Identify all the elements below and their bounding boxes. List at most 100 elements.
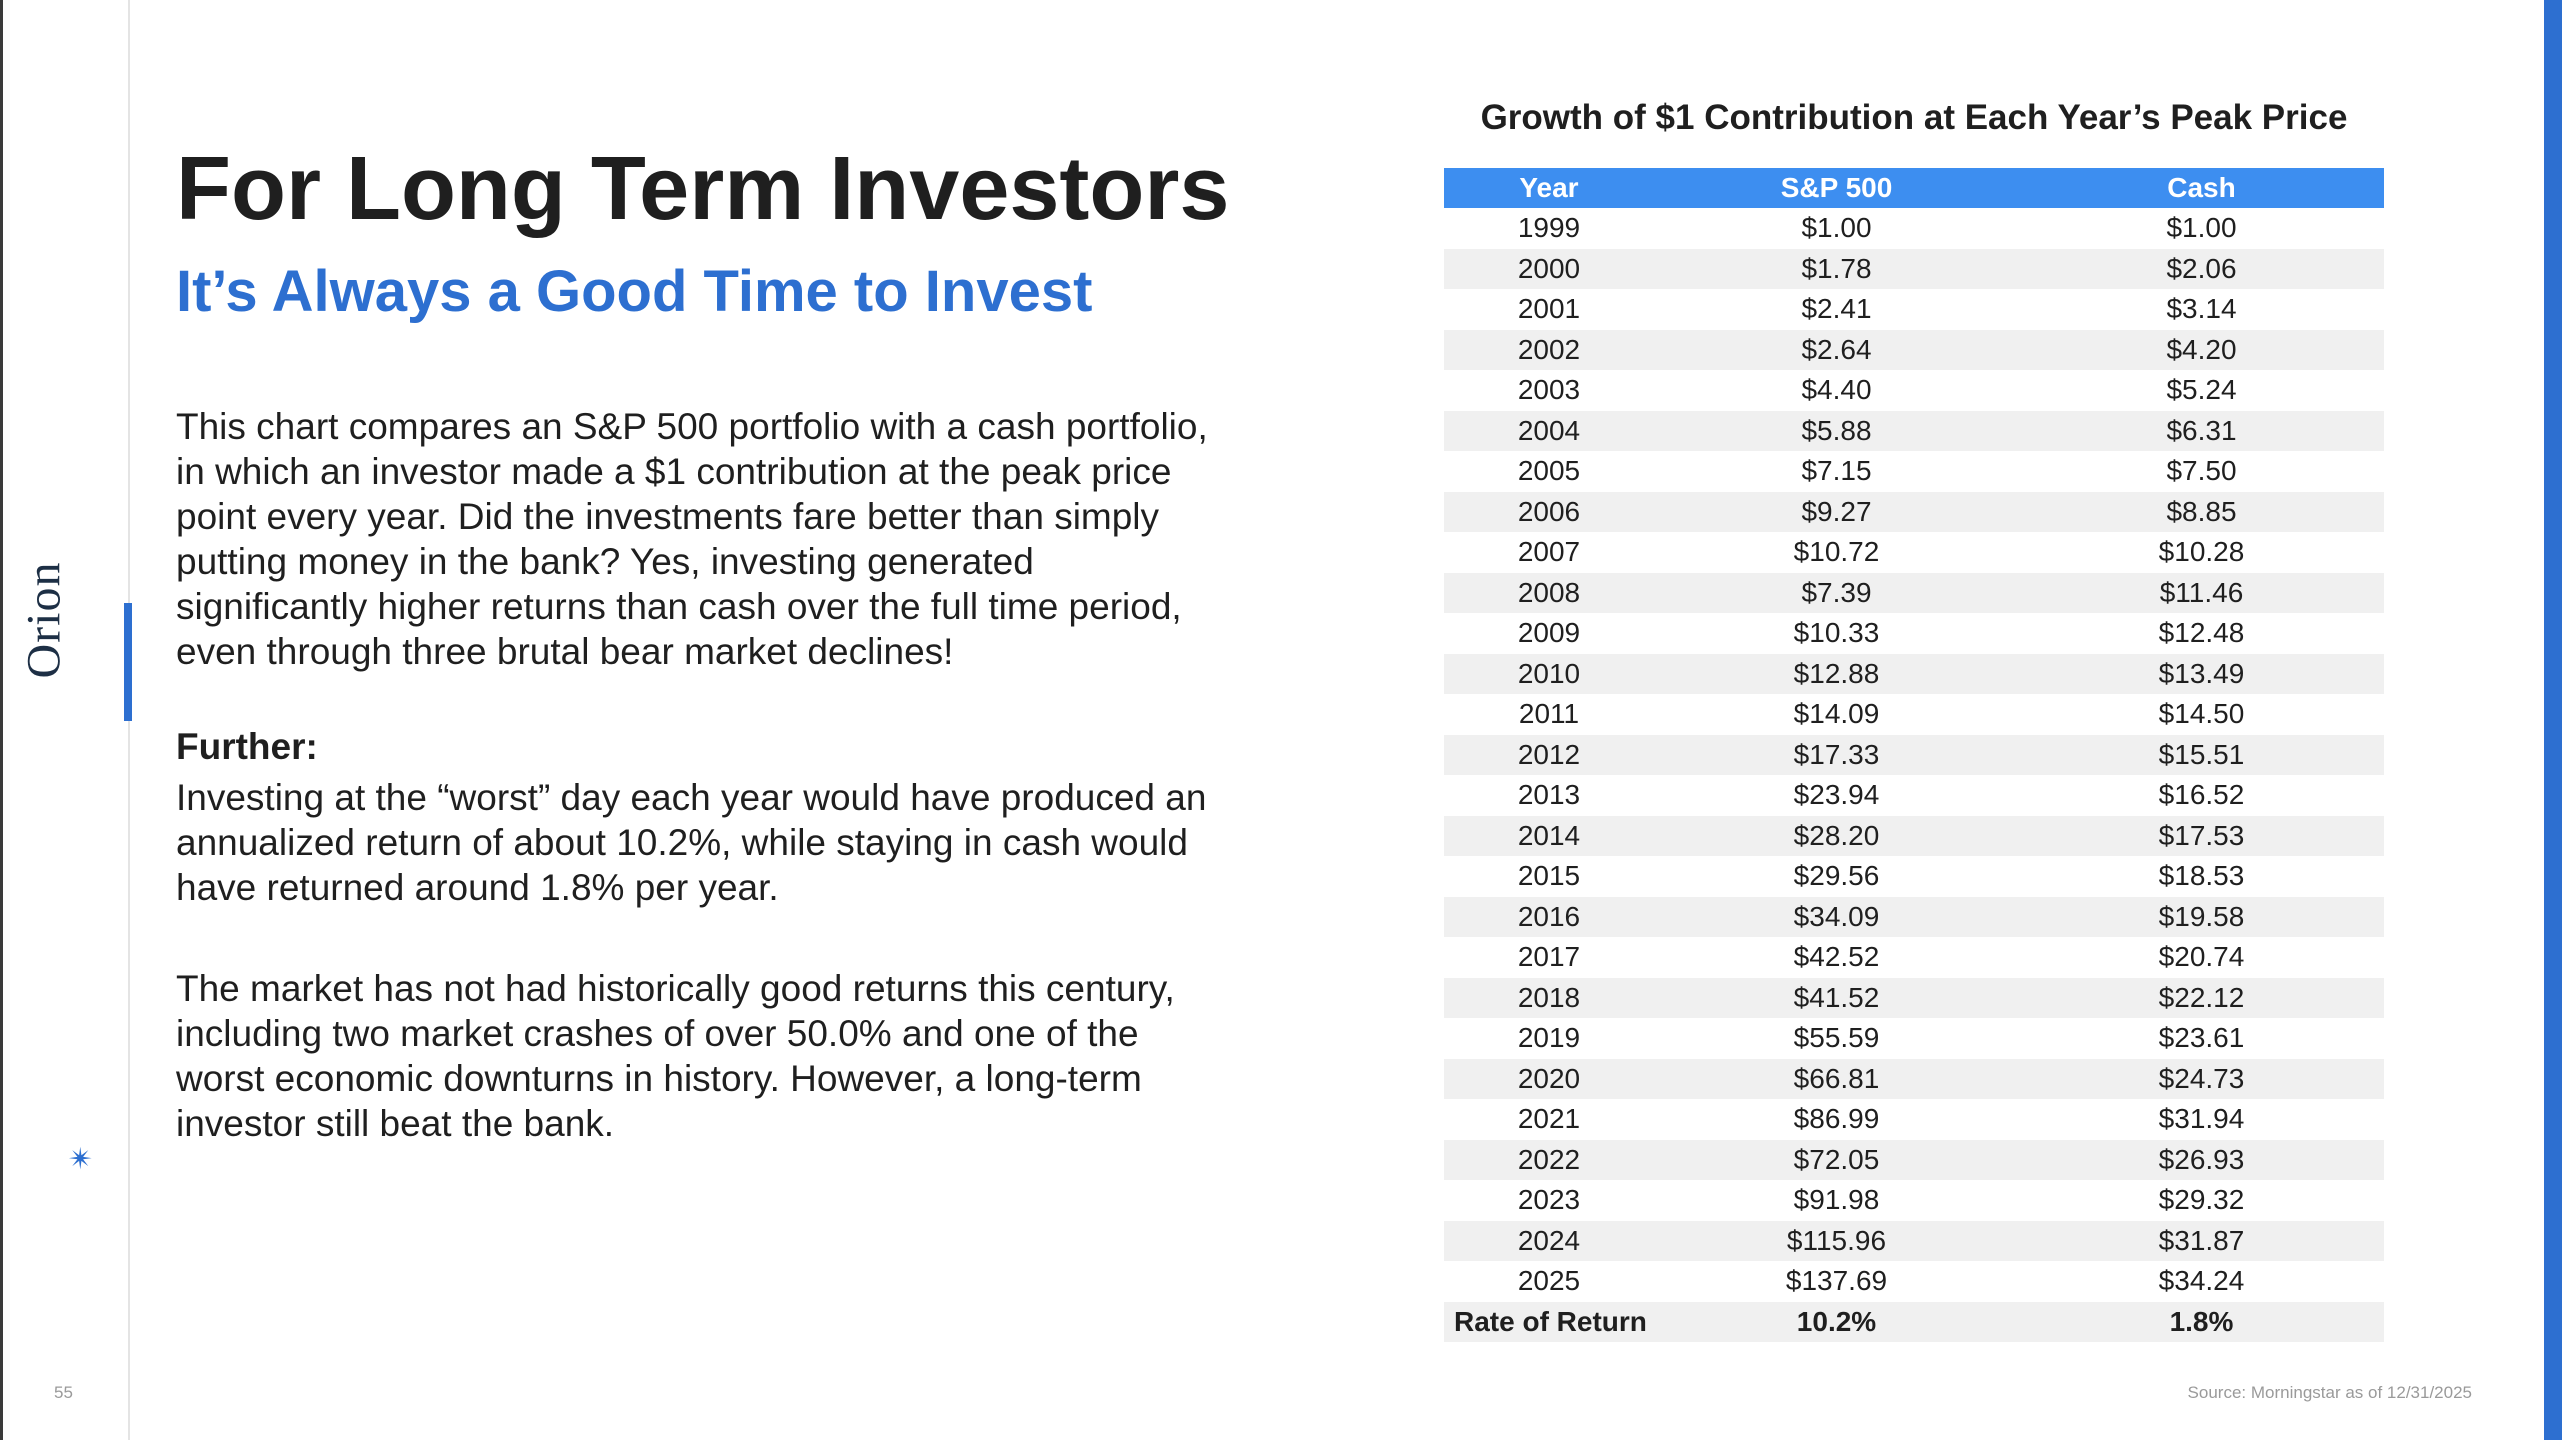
table-row: 2018 $41.52 $22.12 [1444,977,2384,1018]
cell-sp500: $66.81 [1654,1058,2019,1099]
cell-sp500: $5.88 [1654,410,2019,451]
table-row: 2011 $14.09 $14.50 [1444,694,2384,735]
star-icon: ✴ [68,1143,94,1176]
cell-sp500: $1.00 [1654,208,2019,249]
cell-year: 2004 [1444,410,1654,451]
cell-cash: $4.20 [2019,329,2384,370]
cell-year: 2007 [1444,532,1654,573]
cell-sp500: $55.59 [1654,1018,2019,1059]
cell-year: 2013 [1444,775,1654,816]
cell-cash: $24.73 [2019,1058,2384,1099]
table-row: 2013 $23.94 $16.52 [1444,775,2384,816]
cell-cash: $20.74 [2019,937,2384,978]
cell-year: 2011 [1444,694,1654,735]
growth-table: Year S&P 500 Cash 1999 $1.00 $1.00 2000 $1.7… [1444,168,2384,1342]
cell-year: 2019 [1444,1018,1654,1059]
table-row: 2023 $91.98 $29.32 [1444,1180,2384,1221]
cell-sp500: $7.39 [1654,572,2019,613]
cell-year: 2009 [1444,613,1654,654]
further-paragraph: Investing at the “worst” day each year w… [176,777,1207,908]
cell-sp500: $137.69 [1654,1261,2019,1302]
cell-sp500: $23.94 [1654,775,2019,816]
table-row: 2021 $86.99 $31.94 [1444,1099,2384,1140]
cell-year: 2005 [1444,451,1654,492]
cell-year: 2024 [1444,1220,1654,1261]
table-row: 2012 $17.33 $15.51 [1444,734,2384,775]
table-row: 2007 $10.72 $10.28 [1444,532,2384,573]
cell-sp500: $2.41 [1654,289,2019,330]
cell-cash: $26.93 [2019,1139,2384,1180]
cell-year: 2022 [1444,1139,1654,1180]
cell-sp500: $10.33 [1654,613,2019,654]
header-cash: Cash [2019,168,2384,208]
cell-cash: $17.53 [2019,815,2384,856]
table-row: 1999 $1.00 $1.00 [1444,208,2384,249]
cell-sp500: $2.64 [1654,329,2019,370]
cell-cash: $16.52 [2019,775,2384,816]
total-label: Rate of Return [1444,1301,1654,1342]
cell-cash: $23.61 [2019,1018,2384,1059]
table-header-row: Year S&P 500 Cash [1444,168,2384,208]
table-row: 2009 $10.33 $12.48 [1444,613,2384,654]
orion-logo: ✴ [28,570,108,1175]
table-row: 2005 $7.15 $7.50 [1444,451,2384,492]
cell-sp500: $10.72 [1654,532,2019,573]
table-row: 2016 $34.09 $19.58 [1444,896,2384,937]
table-row: 2004 $5.88 $6.31 [1444,410,2384,451]
cell-sp500: $91.98 [1654,1180,2019,1221]
cell-sp500: $41.52 [1654,977,2019,1018]
cell-sp500: $72.05 [1654,1139,2019,1180]
table-row: 2025 $137.69 $34.24 [1444,1261,2384,1302]
cell-cash: $3.14 [2019,289,2384,330]
cell-sp500: $9.27 [1654,491,2019,532]
cell-cash: $31.87 [2019,1220,2384,1261]
source-note: Source: Morningstar as of 12/31/2025 [2187,1383,2472,1402]
closing-paragraph: The market has not had historically good… [176,968,1175,1144]
table-row: 2024 $115.96 $31.87 [1444,1220,2384,1261]
cell-cash: $11.46 [2019,572,2384,613]
cell-cash: $8.85 [2019,491,2384,532]
header-year: Year [1444,168,1654,208]
right-edge-bar [2544,0,2562,1440]
left-edge-bar [0,0,3,1440]
cell-cash: $1.00 [2019,208,2384,249]
cell-sp500: $14.09 [1654,694,2019,735]
cell-year: 2010 [1444,653,1654,694]
table-row: 2015 $29.56 $18.53 [1444,856,2384,897]
cell-sp500: $29.56 [1654,856,2019,897]
table-row: 2000 $1.78 $2.06 [1444,248,2384,289]
cell-year: 2001 [1444,289,1654,330]
table-row: 2020 $66.81 $24.73 [1444,1058,2384,1099]
rate-cash: 1.8% [2019,1301,2384,1342]
cell-sp500: $86.99 [1654,1099,2019,1140]
page-title: For Long Term Investors [176,139,1230,239]
cell-sp500: $42.52 [1654,937,2019,978]
cell-year: 2008 [1444,572,1654,613]
table-row: 2014 $28.20 $17.53 [1444,815,2384,856]
cell-cash: $7.50 [2019,451,2384,492]
cell-cash: $10.28 [2019,532,2384,573]
cell-year: 2014 [1444,815,1654,856]
cell-year: 2012 [1444,734,1654,775]
cell-year: 2025 [1444,1261,1654,1302]
cell-year: 2015 [1444,856,1654,897]
table-row: 2006 $9.27 $8.85 [1444,491,2384,532]
cell-year: 2003 [1444,370,1654,411]
cell-year: 2018 [1444,977,1654,1018]
cell-cash: $2.06 [2019,248,2384,289]
logo-text: Orion [17,561,71,679]
cell-sp500: $28.20 [1654,815,2019,856]
further-heading: Further: [176,726,318,767]
table-title: Growth of $1 Contribution at Each Year’s… [1480,98,2348,137]
rate-of-return-row: Rate of Return 10.2% 1.8% [1444,1301,2384,1342]
cell-year: 2002 [1444,329,1654,370]
header-sp500: S&P 500 [1654,168,2019,208]
accent-bar [124,603,132,721]
cell-sp500: $17.33 [1654,734,2019,775]
cell-cash: $13.49 [2019,653,2384,694]
table-row: 2010 $12.88 $13.49 [1444,653,2384,694]
cell-year: 2006 [1444,491,1654,532]
cell-cash: $6.31 [2019,410,2384,451]
rate-sp500: 10.2% [1654,1301,2019,1342]
cell-sp500: $4.40 [1654,370,2019,411]
